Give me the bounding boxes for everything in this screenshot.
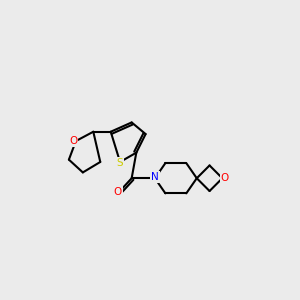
Text: O: O <box>69 136 78 146</box>
Text: O: O <box>114 187 122 197</box>
Text: N: N <box>151 172 159 182</box>
Text: S: S <box>117 158 123 168</box>
Text: O: O <box>220 173 229 183</box>
